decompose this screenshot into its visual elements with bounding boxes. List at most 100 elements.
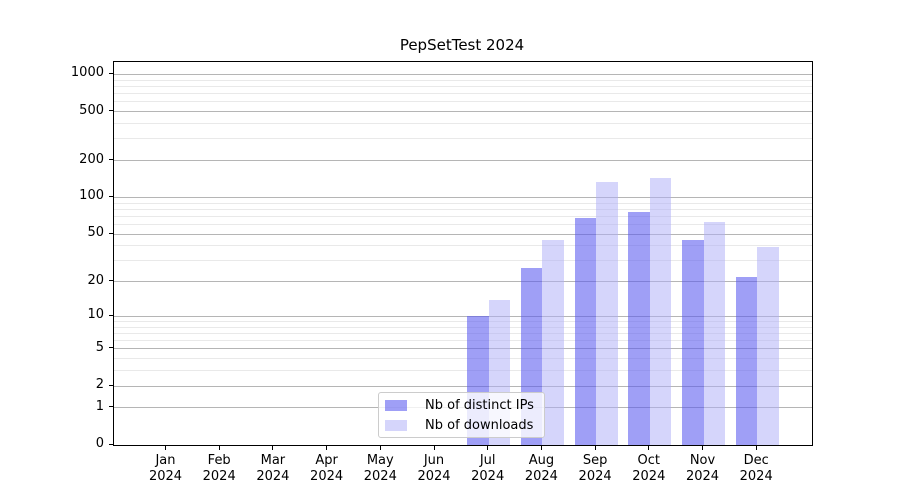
bar-downloads-nov: [703, 221, 725, 445]
month-label: Oct: [637, 453, 661, 468]
plot-area: [113, 61, 813, 446]
gridline-minor: [114, 358, 812, 360]
gridline-minor: [114, 260, 812, 262]
bar-downloads-sep: [596, 181, 618, 445]
gridline-minor: [114, 79, 812, 81]
x-tick-mark: [540, 445, 542, 450]
legend: Nb of distinct IPs Nb of downloads: [378, 392, 545, 438]
gridline-minor: [114, 92, 812, 94]
x-tick-mark: [326, 445, 328, 450]
gridline-major: [114, 348, 812, 350]
y-tick-mark: [109, 443, 114, 445]
gridline-minor: [114, 326, 812, 328]
chart-title: PepSetTest 2024: [399, 36, 525, 54]
gridline-major: [114, 315, 812, 317]
x-tick-mark: [433, 445, 435, 450]
y-tick-label: 5: [95, 339, 104, 355]
y-tick-label: 100: [79, 188, 104, 204]
x-tick-mark: [648, 445, 650, 450]
month-label: Mar: [260, 453, 286, 468]
y-tick-mark: [109, 232, 114, 234]
month-label: Apr: [315, 453, 338, 468]
legend-swatch-distinct-ips: [385, 399, 407, 411]
y-tick-mark: [109, 347, 114, 349]
month-label: Jul: [479, 453, 496, 468]
x-tick-label-oct: Oct 2024: [621, 453, 677, 484]
x-tick-label-sep: Sep 2024: [567, 453, 623, 484]
x-tick-mark: [702, 445, 703, 450]
gridline-minor: [114, 340, 812, 342]
gridline-minor: [114, 245, 812, 247]
year-label: 2024: [578, 468, 612, 484]
gridline-minor: [114, 208, 812, 210]
month-label: Dec: [743, 453, 769, 468]
gridline-major: [114, 385, 812, 387]
y-tick-label: 200: [79, 151, 104, 167]
x-tick-label-dec: Dec 2024: [728, 453, 784, 484]
y-tick-mark: [109, 280, 114, 282]
bar-distinct-ips-sep: [574, 217, 597, 445]
x-tick-mark: [218, 445, 220, 450]
year-label: 2024: [310, 468, 344, 484]
year-label: 2024: [202, 468, 236, 484]
gridline-minor: [114, 202, 812, 204]
gridline-major: [114, 281, 812, 283]
gridline-minor: [114, 223, 812, 225]
gridline-minor: [114, 370, 812, 372]
y-tick-label: 0: [95, 436, 104, 451]
y-tick-label: 20: [87, 272, 104, 288]
year-label: 2024: [148, 468, 183, 484]
x-tick-label-aug: Aug 2024: [513, 453, 569, 484]
year-label: 2024: [256, 468, 290, 484]
gridline-minor: [114, 320, 812, 322]
gridline-minor: [114, 215, 812, 217]
y-tick-mark: [109, 406, 114, 408]
y-tick-label: 10: [87, 307, 104, 323]
y-tick-mark: [109, 384, 114, 386]
month-label: Feb: [207, 453, 231, 468]
month-label: Jan: [155, 453, 176, 468]
month-label: Nov: [689, 453, 716, 468]
x-tick-label-jul: Jul 2024: [460, 453, 516, 484]
y-tick-label: 2: [95, 377, 104, 393]
bar-downloads-dec: [757, 247, 779, 445]
y-tick-label: 1: [95, 398, 104, 414]
gridline-minor: [114, 332, 812, 334]
legend-item-distinct-ips: Nb of distinct IPs: [385, 399, 536, 412]
year-label: 2024: [685, 468, 720, 484]
year-label: 2024: [417, 468, 451, 484]
y-tick-mark: [109, 110, 114, 112]
bar-downloads-oct: [649, 178, 672, 445]
y-tick-mark: [109, 314, 114, 316]
legend-item-downloads: Nb of downloads: [385, 419, 536, 432]
bar-distinct-ips-nov: [682, 239, 704, 445]
gridline-minor: [114, 122, 812, 124]
y-tick-label: 500: [79, 102, 104, 118]
bar-distinct-ips-oct: [628, 211, 650, 445]
gridline-minor: [114, 101, 812, 103]
x-tick-mark: [272, 445, 274, 450]
x-tick-mark: [755, 445, 757, 450]
gridline-major: [114, 233, 812, 235]
year-label: 2024: [363, 468, 397, 484]
y-tick-label: 50: [87, 225, 104, 241]
month-label: Jun: [423, 453, 445, 468]
y-tick-mark: [109, 72, 114, 74]
x-tick-label-apr: Apr 2024: [299, 453, 355, 484]
month-label: Aug: [528, 453, 555, 468]
y-tick-mark: [109, 195, 114, 197]
x-tick-label-jan: Jan 2024: [138, 453, 194, 484]
year-label: 2024: [524, 468, 558, 484]
bar-downloads-aug: [542, 239, 564, 445]
gridline-major: [114, 73, 812, 75]
x-tick-label-jun: Jun 2024: [406, 453, 462, 484]
month-label: May: [366, 453, 394, 468]
year-label: 2024: [632, 468, 666, 484]
x-tick-label-may: May 2024: [352, 453, 408, 484]
x-tick-label-feb: Feb 2024: [191, 453, 247, 484]
gridline-major: [114, 160, 812, 161]
legend-label-distinct-ips: Nb of distinct IPs: [425, 397, 534, 413]
x-tick-mark: [379, 445, 381, 450]
x-tick-mark: [165, 445, 166, 450]
